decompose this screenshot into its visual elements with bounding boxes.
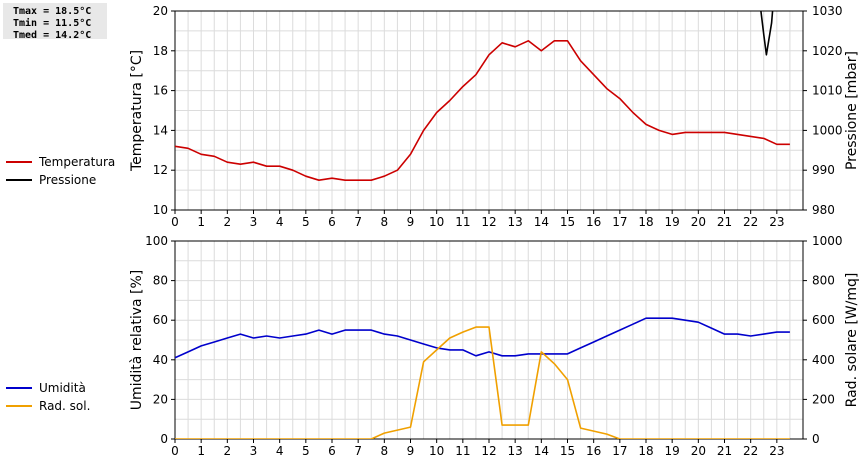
x-tick-label: 9: [407, 444, 415, 458]
x-tick-label: 17: [612, 215, 627, 229]
series-group: [175, 317, 790, 439]
x-tick-label: 21: [717, 215, 732, 229]
y-left-tick-label: 18: [153, 44, 168, 58]
x-tick-label: 15: [560, 444, 575, 458]
y-right-tick-label: 1000: [812, 123, 843, 137]
x-tick-label: 19: [665, 215, 680, 229]
legend-label-umidit: Umidità: [39, 381, 86, 395]
x-tick-label: 14: [534, 215, 549, 229]
x-tick-label: 13: [508, 215, 523, 229]
x-tick-label: 1: [197, 215, 205, 229]
x-tick-label: 11: [455, 215, 470, 229]
x-tick-label: 22: [743, 215, 758, 229]
x-tick-label: 8: [381, 444, 389, 458]
y-left-tick-label: 80: [153, 274, 168, 288]
x-tick-label: 18: [638, 215, 653, 229]
x-tick-label: 16: [586, 444, 601, 458]
y-right-tick-label: 1030: [812, 4, 843, 18]
y-left-tick-label: 100: [145, 234, 168, 248]
series-line-temperatura: [175, 39, 790, 181]
y-left-tick-label: 20: [153, 392, 168, 406]
x-tick-label: 7: [354, 444, 362, 458]
y-left-tick-label: 12: [153, 163, 168, 177]
x-tick-label: 4: [276, 215, 284, 229]
tmed-text: Tmed = 14.2°C: [13, 30, 92, 41]
x-tick-label: 12: [481, 444, 496, 458]
x-tick-label: 7: [354, 215, 362, 229]
x-tick-label: 6: [328, 444, 336, 458]
x-tick-label: 0: [171, 215, 179, 229]
x-tick-label: 10: [429, 215, 444, 229]
x-tick-label: 2: [224, 215, 232, 229]
x-tick-label: 6: [328, 215, 336, 229]
tmax-text: Tmax = 18.5°C: [13, 6, 92, 17]
x-tick-label: 9: [407, 215, 415, 229]
y-left-tick-label: 60: [153, 313, 168, 327]
x-tick-label: 23: [769, 215, 784, 229]
y-right-tick-label: 1000: [812, 234, 843, 248]
y-right-tick-label: 980: [812, 203, 835, 217]
x-tick-label: 8: [381, 215, 389, 229]
y-left-tick-label: 20: [153, 4, 168, 18]
x-tick-label: 20: [691, 444, 706, 458]
x-tick-label: 18: [638, 444, 653, 458]
legend-label-rad-sol: Rad. sol.: [39, 399, 90, 413]
y-right-tick-label: 800: [812, 274, 835, 288]
x-tick-label: 11: [455, 444, 470, 458]
y-left-axis-title: Temperatura [°C]: [129, 50, 145, 172]
y-right-tick-label: 1010: [812, 84, 843, 98]
x-tick-label: 21: [717, 444, 732, 458]
x-tick-label: 0: [171, 444, 179, 458]
series-line-umidit: [175, 317, 790, 359]
x-tick-label: 3: [250, 444, 258, 458]
y-right-tick-label: 0: [812, 432, 820, 446]
series-group: [175, 11, 790, 181]
series-line-rad-sol: [175, 326, 790, 439]
x-tick-label: 5: [302, 215, 310, 229]
y-right-tick-label: 200: [812, 392, 835, 406]
y-right-tick-label: 600: [812, 313, 835, 327]
chart-panel-1: 0 1 2 3 4 5 6 7 8 9 10 11 12 13 14 15 16 17 18 19 20 21 22 2310…: [6, 4, 860, 229]
y-right-tick-label: 990: [812, 163, 835, 177]
stats-box: Tmax = 18.5°C Tmin = 11.5°C Tmed = 14.2°C: [3, 3, 107, 41]
x-tick-label: 4: [276, 444, 284, 458]
x-tick-label: 3: [250, 215, 258, 229]
y-left-tick-label: 16: [153, 84, 168, 98]
x-tick-label: 1: [197, 444, 205, 458]
x-tick-label: 14: [534, 444, 549, 458]
y-left-tick-label: 14: [153, 123, 168, 137]
y-right-tick-label: 1020: [812, 44, 843, 58]
x-tick-label: 20: [691, 215, 706, 229]
y-right-axis-title: Rad. solare [W/mq]: [844, 273, 860, 408]
x-tick-label: 22: [743, 444, 758, 458]
tmin-text: Tmin = 11.5°C: [13, 18, 92, 29]
y-left-tick-label: 0: [160, 432, 168, 446]
y-left-axis-title: Umidità relativa [%]: [129, 270, 145, 411]
y-right-tick-label: 400: [812, 353, 835, 367]
y-left-tick-label: 10: [153, 203, 168, 217]
x-tick-label: 15: [560, 215, 575, 229]
legend-label-pressione: Pressione: [39, 173, 96, 187]
x-tick-label: 19: [665, 444, 680, 458]
y-right-axis-title: Pressione [mbar]: [844, 51, 860, 170]
x-tick-label: 16: [586, 215, 601, 229]
x-tick-label: 23: [769, 444, 784, 458]
x-tick-label: 12: [481, 215, 496, 229]
x-tick-label: 13: [508, 444, 523, 458]
chart-panel-2: 0 1 2 3 4 5 6 7 8 9 10 11 12 13 14 15 16 17 18 19 20 21 22 2302…: [6, 234, 860, 458]
series-line-pressione: [760, 11, 774, 56]
y-left-tick-label: 40: [153, 353, 168, 367]
legend-label-temperatura: Temperatura: [38, 155, 115, 169]
x-tick-label: 17: [612, 444, 627, 458]
x-tick-label: 5: [302, 444, 310, 458]
x-tick-label: 2: [224, 444, 232, 458]
x-tick-label: 10: [429, 444, 444, 458]
